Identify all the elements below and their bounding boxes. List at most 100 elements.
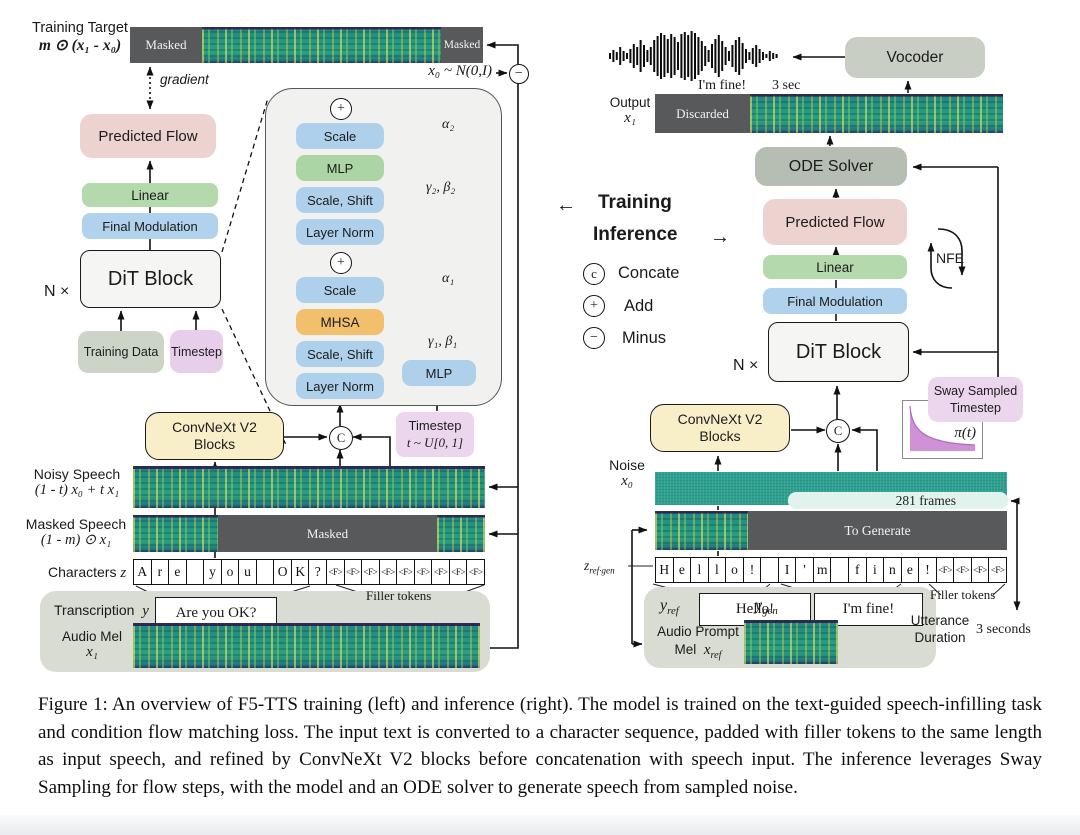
linear-box: Linear	[82, 183, 218, 207]
character-cell: A	[137, 564, 148, 579]
target-spectrogram	[202, 27, 441, 63]
character-cell: <F>	[361, 560, 379, 584]
audio-mel-strip	[133, 623, 480, 668]
add-node-mid: +	[330, 252, 352, 274]
scale-shift1-box: Scale, Shift	[296, 341, 384, 367]
concat-node-left: C	[329, 426, 353, 450]
scale2-box: Scale	[296, 123, 384, 149]
character-cell: <F>	[970, 558, 989, 582]
y-ref-label: yref	[660, 597, 679, 618]
output-label: Output x₁	[609, 95, 651, 126]
character-cell: e	[672, 558, 691, 582]
masked-region-left: Masked	[130, 27, 202, 63]
minus-legend-icon: −	[583, 327, 605, 349]
dit-block-box-right: DiT Block	[768, 322, 909, 382]
discarded-region: Discarded	[655, 94, 750, 133]
masked-speech-spec-right	[437, 515, 485, 552]
mlp-right-box: MLP	[402, 360, 476, 386]
mhsa-box: MHSA	[296, 309, 384, 335]
output-strip: Discarded	[655, 94, 1003, 133]
character-cell: <F>	[326, 560, 344, 584]
audio-prompt-spectrogram	[744, 620, 838, 664]
character-cell: <F>	[988, 558, 1006, 582]
character-cell: <F>	[343, 560, 362, 584]
final-modulation-box-right: Final Modulation	[763, 288, 907, 314]
audio-prompt-label: Audio Prompt Mel xref	[657, 624, 739, 661]
y-gen-label: ygen	[755, 597, 778, 618]
z-refgen-label: zref·gen	[584, 558, 615, 576]
predicted-flow-box-right: Predicted Flow	[763, 199, 907, 245]
add-node-top: +	[330, 98, 352, 120]
concat-node-right: C	[826, 419, 850, 443]
character-cell: o	[725, 558, 743, 582]
training-arrow: ←	[556, 194, 576, 216]
x0-distribution-label: x₀ ~ N(0,I)	[428, 63, 492, 79]
filler-tokens-label-left: Filler tokens	[366, 588, 432, 603]
character-cell: n	[883, 558, 901, 582]
character-cell	[185, 560, 204, 584]
character-cell: <F>	[378, 560, 397, 584]
scale-shift2-box: Scale, Shift	[296, 187, 384, 213]
prompt-copy-spectrogram	[655, 511, 748, 550]
character-cell: K	[290, 560, 309, 584]
character-cell	[760, 558, 778, 582]
mlp-top-box: MLP	[296, 155, 384, 181]
character-cell: ?	[308, 560, 326, 584]
vocoder-box: Vocoder	[845, 37, 985, 78]
character-cell: I	[777, 558, 796, 582]
masked-speech-label: Masked Speech (1 - m) ⊙ x₁	[25, 516, 127, 548]
predicted-flow-box: Predicted Flow	[80, 114, 216, 158]
alpha1-label: α₁	[442, 271, 455, 286]
character-cell	[830, 558, 848, 582]
character-cell: <F>	[953, 558, 971, 582]
noise-label: Noise x₀	[609, 457, 645, 489]
character-cell: i	[865, 558, 884, 582]
inference-arrow: →	[710, 226, 730, 248]
to-generate-strip: To Generate	[655, 511, 1007, 550]
masked-speech-spec-left	[133, 515, 218, 552]
ode-solver-box: ODE Solver	[755, 147, 907, 186]
convnext-box-right: ConvNeXt V2 Blocks	[650, 404, 790, 452]
training-target-label: Training Target m ⊙ (x₁ - x₀)	[32, 20, 128, 54]
layer-norm1-box: Layer Norm	[296, 373, 384, 399]
audio-mel-label: Audio Mel x₁	[61, 629, 123, 660]
pi-t-label: π(t)	[954, 425, 976, 441]
gamma-beta2-label: γ₂, β₂	[426, 180, 456, 195]
training-label: Training	[598, 192, 672, 213]
utterance-duration-value: 3 seconds	[976, 622, 1031, 637]
concat-legend-label: Concate	[618, 264, 680, 282]
utterance-duration-label: Utterance Duration	[910, 613, 970, 645]
linear-box-right: Linear	[763, 255, 907, 279]
character-cell: e	[900, 558, 919, 582]
page-edge-band	[0, 815, 1080, 835]
masked-speech-masked: Masked	[218, 515, 437, 552]
timestep-sample-box-left: Timestep t ~ U[0, 1]	[396, 412, 474, 457]
character-cell: H	[659, 562, 670, 577]
character-cell: y	[203, 560, 221, 584]
character-cell: O	[273, 560, 291, 584]
character-cell: l	[707, 558, 726, 582]
n-times-label-right: N ×	[733, 357, 759, 374]
transcription-label: Transcription y	[54, 602, 149, 619]
alpha2-label: α₂	[442, 117, 455, 132]
to-generate-region: To Generate	[748, 511, 1007, 550]
timestep-input-box: Timestep	[170, 330, 223, 373]
figure-caption: Figure 1: An overview of F5-TTS training…	[38, 694, 1042, 798]
speech-duration-label: 3 sec	[772, 78, 801, 93]
add-legend-label: Add	[624, 297, 654, 315]
character-cell: <F>	[935, 558, 954, 582]
character-cell: <F>	[396, 560, 414, 584]
character-cell: '	[795, 558, 813, 582]
scale1-box: Scale	[296, 277, 384, 303]
sway-sampled-timestep-box: Sway Sampled Timestep	[928, 377, 1023, 422]
character-cell: u	[238, 560, 256, 584]
inference-label: Inference	[593, 224, 678, 245]
frames-count-badge: 281 frames	[788, 492, 1008, 509]
concat-legend-icon: c	[583, 263, 605, 285]
n-times-label: N ×	[44, 283, 70, 300]
training-data-box: Training Data	[78, 331, 164, 373]
noisy-speech-label: Noisy Speech (1 - t) x₀ + t x₁	[33, 466, 121, 498]
character-cell: e	[168, 560, 186, 584]
